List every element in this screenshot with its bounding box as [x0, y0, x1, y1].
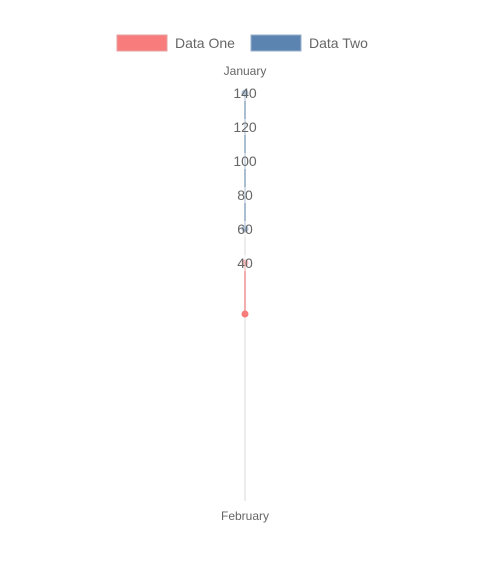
category-label-january: January: [224, 64, 267, 78]
tick-label-100: 100: [233, 153, 257, 169]
tick-backdrop-40: [233, 255, 257, 271]
category-label-february: February: [221, 509, 269, 523]
tick-backdrop-140: [233, 85, 257, 101]
legend-item-data-one[interactable]: Data One: [116, 34, 235, 52]
tick-label-40: 40: [237, 255, 253, 271]
legend-swatch-data-two: [250, 34, 302, 52]
legend[interactable]: Data One Data Two: [116, 34, 368, 52]
legend-swatch-data-one: [116, 34, 168, 52]
tick-label-60: 60: [237, 221, 253, 237]
legend-item-data-two[interactable]: Data Two: [250, 34, 368, 52]
tick-backdrop-120: [233, 119, 257, 135]
legend-label-data-two: Data Two: [309, 35, 368, 51]
tick-label-120: 120: [233, 119, 257, 135]
tick-backdrop-100: [233, 153, 257, 169]
tick-labels: 40 60 80 100 120 140: [233, 85, 257, 271]
tick-backdrop-80: [233, 187, 257, 203]
tick-label-80: 80: [237, 187, 253, 203]
data-point-data-one-february[interactable]: [241, 310, 249, 318]
legend-label-data-one: Data One: [175, 35, 235, 51]
tick-backdrop-60: [233, 221, 257, 237]
tick-label-140: 140: [233, 85, 257, 101]
